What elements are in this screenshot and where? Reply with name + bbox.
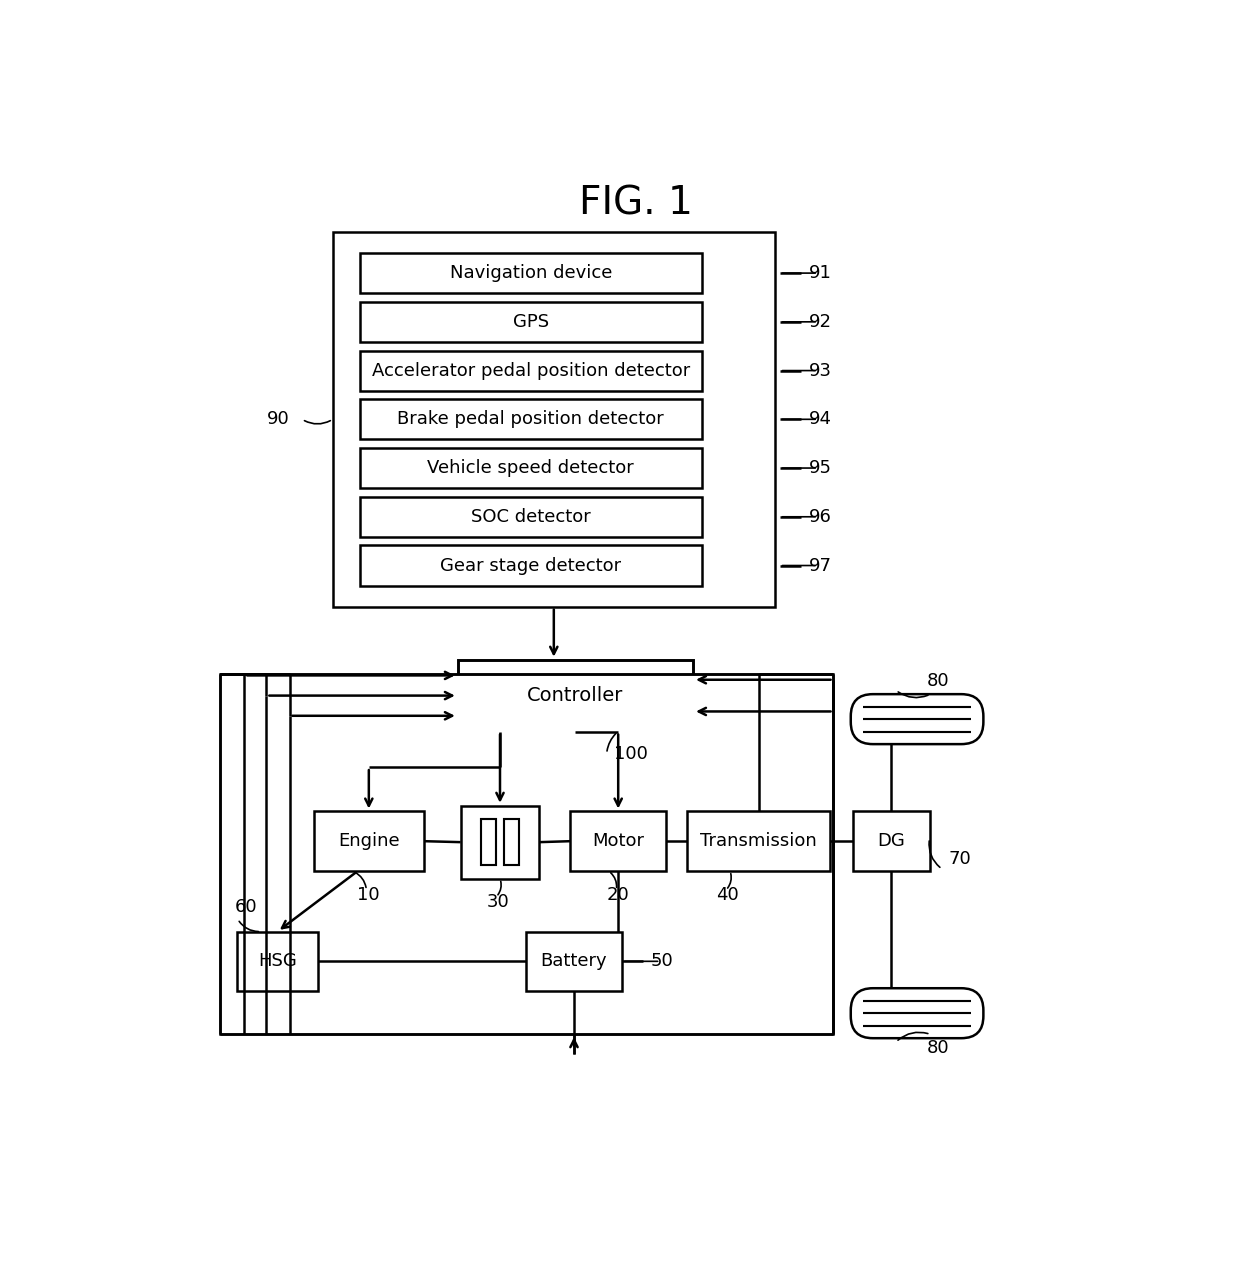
Text: 91: 91 (808, 264, 831, 281)
Text: 40: 40 (717, 886, 739, 904)
Text: 30: 30 (486, 893, 510, 910)
Text: Gear stage detector: Gear stage detector (440, 557, 621, 574)
Text: 94: 94 (808, 411, 832, 429)
Text: 90: 90 (267, 411, 290, 429)
Bar (526, 932, 622, 992)
Text: 70: 70 (949, 851, 971, 869)
Text: FIG. 1: FIG. 1 (579, 184, 692, 222)
Text: Navigation device: Navigation device (450, 264, 611, 281)
Bar (460, 805, 539, 879)
Text: 20: 20 (606, 886, 630, 904)
Text: 100: 100 (614, 744, 649, 763)
FancyBboxPatch shape (851, 988, 983, 1038)
Bar (360, 399, 702, 439)
Bar (360, 448, 702, 488)
Text: 97: 97 (808, 557, 832, 574)
Text: 60: 60 (234, 898, 258, 915)
Text: 80: 80 (928, 1038, 950, 1056)
Text: 92: 92 (808, 313, 832, 331)
Text: SOC detector: SOC detector (471, 507, 590, 526)
Bar (360, 254, 702, 293)
Bar (360, 350, 702, 391)
FancyBboxPatch shape (851, 694, 983, 744)
Text: 80: 80 (928, 672, 950, 690)
Text: Brake pedal position detector: Brake pedal position detector (397, 411, 665, 429)
Text: 96: 96 (808, 507, 831, 526)
Bar (237, 932, 319, 992)
Bar (853, 812, 930, 871)
Text: Controller: Controller (527, 686, 624, 705)
Text: HSG: HSG (258, 952, 296, 970)
Text: Battery: Battery (541, 952, 608, 970)
Text: 95: 95 (808, 459, 832, 477)
Text: DG: DG (877, 832, 905, 850)
Bar (360, 302, 702, 342)
Text: Motor: Motor (593, 832, 645, 850)
Text: 93: 93 (808, 361, 832, 379)
Bar (481, 819, 496, 865)
Bar (360, 497, 702, 536)
Text: 10: 10 (357, 886, 379, 904)
Text: 50: 50 (651, 952, 673, 970)
Text: Vehicle speed detector: Vehicle speed detector (428, 459, 634, 477)
Text: Transmission: Transmission (701, 832, 817, 850)
Bar (360, 545, 702, 586)
Bar (570, 812, 666, 871)
Text: Accelerator pedal position detector: Accelerator pedal position detector (372, 361, 689, 379)
Bar (503, 819, 518, 865)
Bar (332, 232, 775, 606)
Bar (314, 812, 424, 871)
Text: Engine: Engine (339, 832, 399, 850)
Bar (458, 659, 693, 732)
Bar (687, 812, 830, 871)
Text: GPS: GPS (512, 313, 549, 331)
Bar (221, 675, 833, 1035)
